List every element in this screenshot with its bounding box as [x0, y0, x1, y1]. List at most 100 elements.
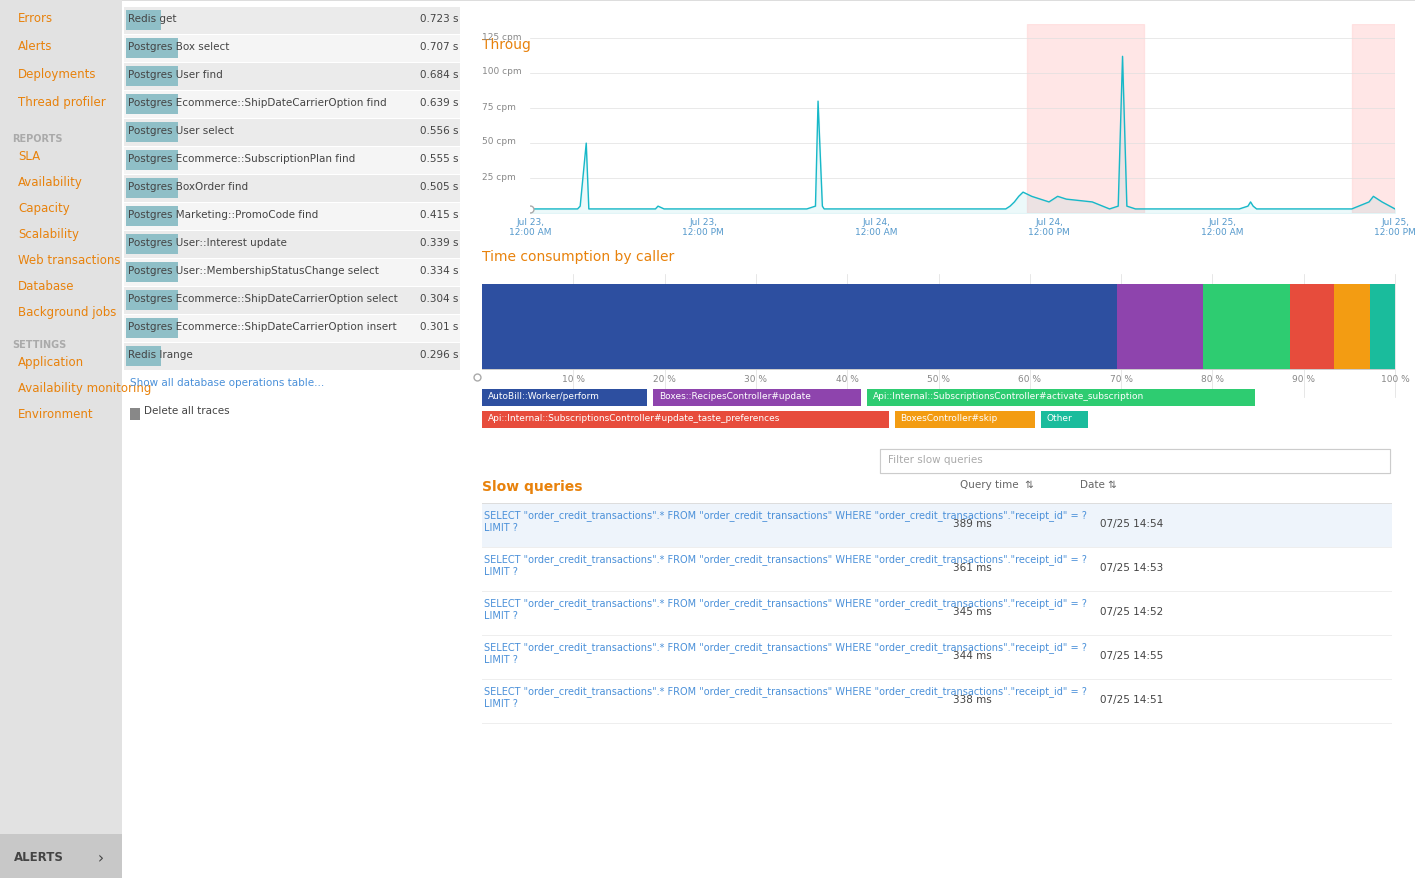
Bar	[125, 120, 460, 147]
Text: Postgres User::Interest update: Postgres User::Interest update	[127, 238, 287, 248]
Text: 100 cpm: 100 cpm	[483, 68, 522, 76]
Text: SELECT "order_credit_transactions".* FROM "order_credit_transactions" WHERE "ord: SELECT "order_credit_transactions".* FRO…	[484, 553, 1087, 565]
Text: LIMIT ?: LIMIT ?	[484, 698, 518, 709]
Text: SELECT "order_credit_transactions".* FROM "order_credit_transactions" WHERE "ord: SELECT "order_credit_transactions".* FRO…	[484, 641, 1087, 652]
Text: 0.556 s: 0.556 s	[419, 126, 458, 136]
Bar	[125, 232, 460, 259]
Bar	[483, 503, 1392, 505]
Bar	[126, 319, 178, 339]
Bar	[483, 549, 1392, 593]
Bar	[483, 284, 1116, 370]
Text: Postgres User find: Postgres User find	[127, 70, 222, 80]
Text: Capacity: Capacity	[18, 202, 69, 215]
Bar	[1290, 284, 1334, 370]
Text: 389 ms: 389 ms	[954, 518, 992, 529]
Bar	[0, 0, 122, 878]
Bar	[125, 92, 460, 119]
Text: 40 %: 40 %	[836, 375, 859, 384]
Bar	[483, 637, 1392, 680]
Bar	[122, 0, 463, 878]
Text: ALERTS: ALERTS	[14, 850, 64, 863]
Text: Time consumption by caller: Time consumption by caller	[483, 249, 675, 263]
Text: 07/25 14:54: 07/25 14:54	[1099, 518, 1163, 529]
Text: Application: Application	[18, 356, 83, 369]
Text: Scalability: Scalability	[18, 227, 79, 241]
Text: 07/25 14:55: 07/25 14:55	[1099, 651, 1163, 660]
Text: Other: Other	[1047, 414, 1073, 422]
Text: Jul 25,
12:00 PM: Jul 25, 12:00 PM	[1374, 218, 1415, 237]
Text: REPORTS: REPORTS	[11, 133, 62, 144]
Text: Date ⇅: Date ⇅	[1080, 479, 1116, 489]
Bar	[125, 36, 460, 63]
Bar	[122, 0, 463, 2]
Text: Deployments: Deployments	[18, 68, 96, 81]
Text: Boxes::RecipesController#update: Boxes::RecipesController#update	[659, 392, 811, 400]
Text: Jul 25,
12:00 AM: Jul 25, 12:00 AM	[1201, 218, 1244, 237]
Bar	[1116, 284, 1203, 370]
Text: Delete all traces: Delete all traces	[144, 406, 229, 415]
Bar	[880, 450, 1390, 473]
Text: 25 cpm: 25 cpm	[483, 172, 515, 181]
Bar	[483, 370, 1395, 371]
Text: 125 cpm: 125 cpm	[483, 32, 522, 41]
Bar	[126, 291, 178, 311]
Text: Postgres BoxOrder find: Postgres BoxOrder find	[127, 182, 248, 191]
Text: LIMIT ?: LIMIT ?	[484, 654, 518, 665]
Text: Availability monitoring: Availability monitoring	[18, 382, 151, 394]
Bar	[483, 593, 1392, 637]
Text: Jul 23,
12:00 PM: Jul 23, 12:00 PM	[682, 218, 724, 237]
Text: Redis get: Redis get	[127, 14, 177, 24]
Text: Postgres Ecommerce::ShipDateCarrierOption find: Postgres Ecommerce::ShipDateCarrierOptio…	[127, 97, 386, 108]
Text: 0.334 s: 0.334 s	[419, 266, 458, 276]
Text: SETTINGS: SETTINGS	[11, 340, 67, 349]
Text: 0.301 s: 0.301 s	[420, 321, 458, 332]
Bar	[130, 408, 140, 421]
Bar	[125, 64, 460, 91]
Text: 0.555 s: 0.555 s	[419, 154, 458, 164]
Bar	[483, 505, 1392, 549]
Text: Slow queries: Slow queries	[483, 479, 583, 493]
Text: LIMIT ?: LIMIT ?	[484, 566, 518, 576]
Text: Postgres User::MembershipStatusChange select: Postgres User::MembershipStatusChange se…	[127, 266, 379, 276]
Text: Postgres Ecommerce::ShipDateCarrierOption insert: Postgres Ecommerce::ShipDateCarrierOptio…	[127, 321, 396, 332]
Text: 60 %: 60 %	[1019, 375, 1041, 384]
Bar	[126, 347, 161, 367]
Bar	[483, 547, 1392, 549]
Bar	[1027, 25, 1145, 214]
Bar	[126, 151, 178, 171]
Text: Postgres Box select: Postgres Box select	[127, 42, 229, 52]
Bar	[126, 39, 178, 59]
Bar	[125, 343, 460, 371]
Text: 30 %: 30 %	[744, 375, 767, 384]
Bar	[125, 148, 460, 175]
Text: 75 cpm: 75 cpm	[483, 103, 516, 112]
Text: Api::Internal::SubscriptionsController#activate_subscription: Api::Internal::SubscriptionsController#a…	[873, 392, 1145, 400]
Bar	[1334, 284, 1370, 370]
Text: Alerts: Alerts	[18, 40, 52, 53]
Text: Background jobs: Background jobs	[18, 306, 116, 319]
Text: 0.339 s: 0.339 s	[419, 238, 458, 248]
Text: 0.639 s: 0.639 s	[419, 97, 458, 108]
Bar	[483, 412, 889, 428]
Text: Jul 24,
12:00 PM: Jul 24, 12:00 PM	[1029, 218, 1070, 237]
Text: Postgres Marketing::PromoCode find: Postgres Marketing::PromoCode find	[127, 210, 318, 220]
Text: 07/25 14:52: 07/25 14:52	[1099, 607, 1163, 616]
Text: ›: ›	[98, 850, 103, 865]
Text: 345 ms: 345 ms	[954, 607, 992, 616]
Text: Jul 24,
12:00 AM: Jul 24, 12:00 AM	[855, 218, 897, 237]
Bar	[126, 123, 178, 143]
Bar	[125, 315, 460, 342]
Text: SELECT "order_credit_transactions".* FROM "order_credit_transactions" WHERE "ord: SELECT "order_credit_transactions".* FRO…	[484, 597, 1087, 608]
Text: 100 %: 100 %	[1381, 375, 1409, 384]
Text: 0.505 s: 0.505 s	[420, 182, 458, 191]
Bar	[483, 723, 1392, 724]
Bar	[126, 263, 178, 283]
Text: 50 cpm: 50 cpm	[483, 137, 516, 147]
Bar	[880, 450, 1390, 473]
Bar	[1203, 284, 1290, 370]
Text: Postgres Ecommerce::ShipDateCarrierOption select: Postgres Ecommerce::ShipDateCarrierOptio…	[127, 293, 398, 304]
Bar	[126, 67, 178, 87]
Bar	[125, 288, 460, 314]
Text: Api::Internal::SubscriptionsController#update_taste_preferences: Api::Internal::SubscriptionsController#u…	[488, 414, 781, 422]
Bar	[125, 176, 460, 203]
